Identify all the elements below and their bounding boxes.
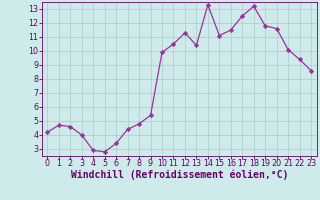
X-axis label: Windchill (Refroidissement éolien,°C): Windchill (Refroidissement éolien,°C): [70, 170, 288, 180]
